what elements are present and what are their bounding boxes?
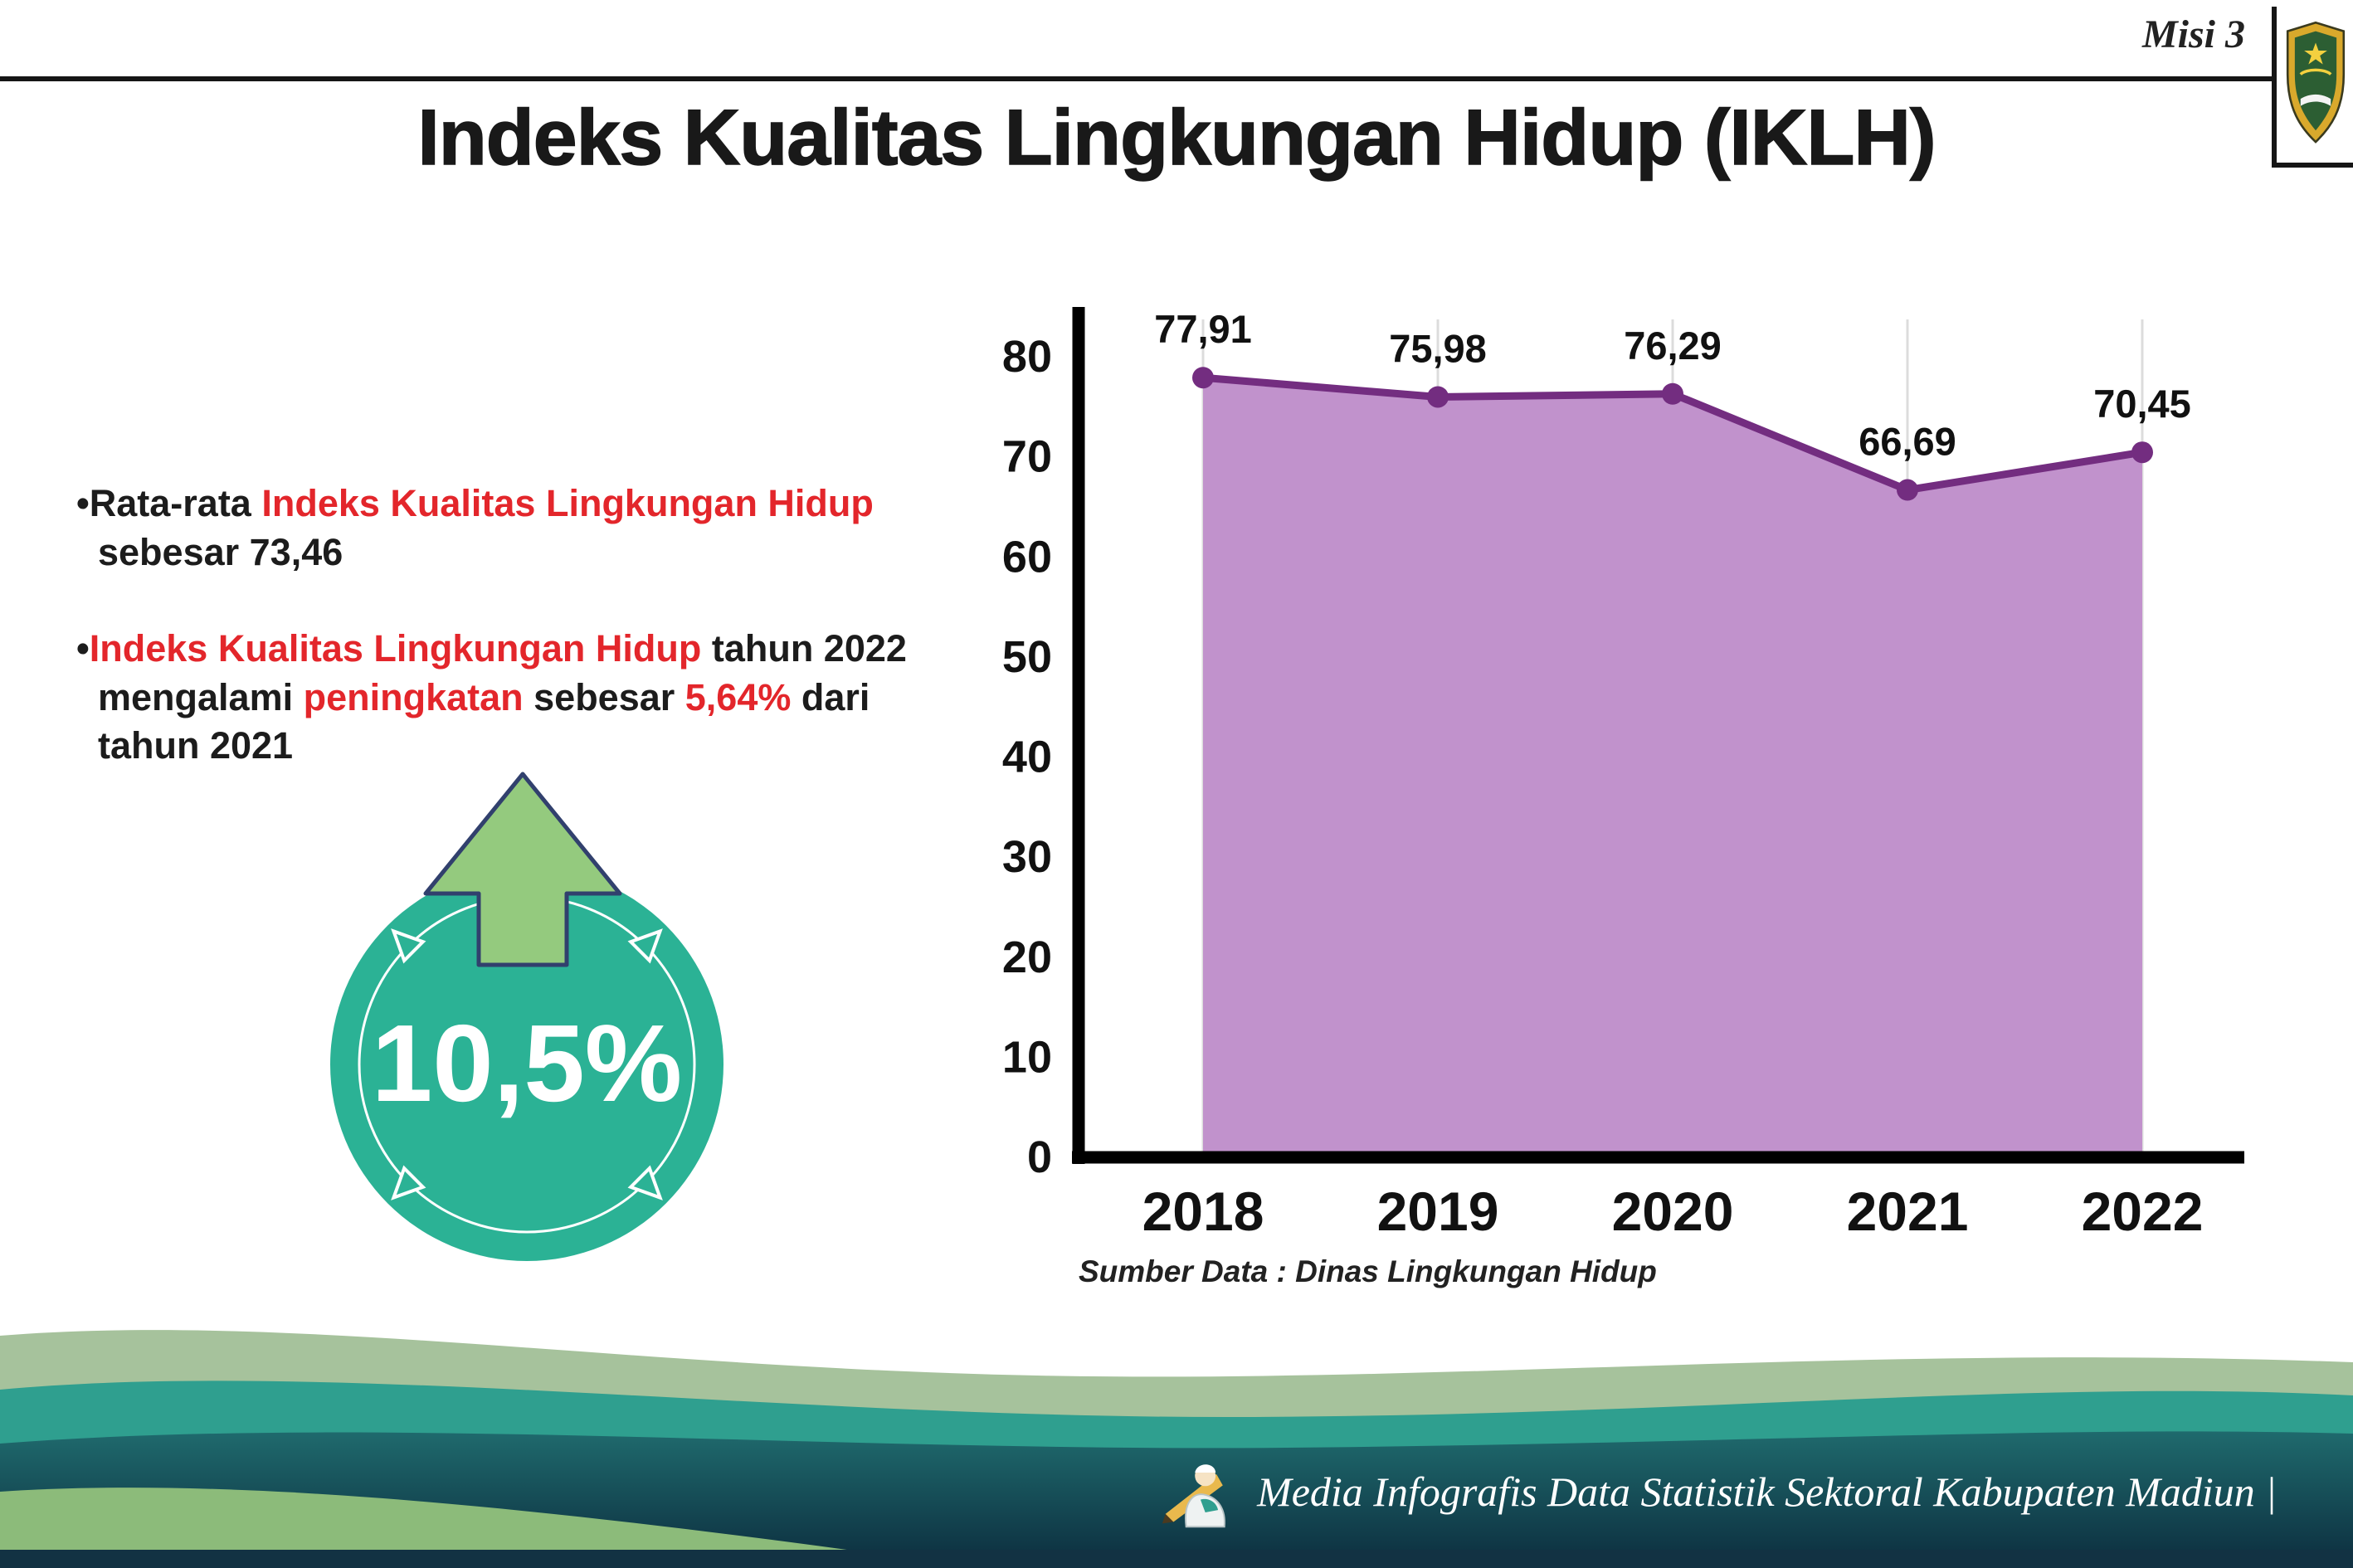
badge-circle	[330, 868, 723, 1261]
logo-bracket-bottom	[2272, 163, 2353, 168]
y-tick-label: 0	[1027, 1132, 1052, 1182]
y-tick-label: 30	[1002, 832, 1052, 882]
badge-value: 10,5%	[372, 1002, 682, 1124]
y-tick-label: 80	[1002, 332, 1052, 382]
point-label: 76,29	[1624, 324, 1722, 368]
credit-text: Media Infografis Data Statistik Sektoral…	[1257, 1468, 2277, 1515]
x-tick-label: 2021	[1847, 1181, 1969, 1242]
kabupaten-madiun-logo-icon	[2286, 21, 2346, 144]
text-segment: Rata-rata	[89, 482, 262, 524]
data-point	[1427, 386, 1449, 408]
badge-ring-arrowheads	[391, 928, 663, 1200]
x-tick-label: 2022	[2082, 1181, 2204, 1242]
text-segment: dari tahun 2021	[98, 675, 870, 767]
y-tick-label: 10	[1002, 1032, 1052, 1082]
bullet-increase: •Indeks Kualitas Lingkungan Hidup tahun …	[76, 625, 939, 771]
point-label: 70,45	[2093, 382, 2191, 426]
y-tick-label: 20	[1002, 933, 1052, 982]
bullet-marker: •	[76, 627, 90, 670]
x-tick-label: 2020	[1612, 1181, 1734, 1242]
point-label: 66,69	[1859, 420, 1956, 464]
logo-star	[2304, 42, 2327, 65]
bullet-average: •Rata-rata Indeks Kualitas Lingkungan Hi…	[76, 480, 939, 577]
mascot-scarf	[1200, 1498, 1219, 1512]
logo-bracket-vertical	[2272, 7, 2277, 168]
mascot-cap	[1195, 1464, 1216, 1473]
wave-bottom-strip	[0, 1550, 2353, 1568]
ring-arrowhead-ne-icon	[627, 928, 663, 964]
point-label: 75,98	[1389, 326, 1487, 370]
logo-band	[2300, 94, 2331, 106]
highlight-segment: Indeks Kualitas Lingkungan Hidup	[89, 627, 702, 670]
text-segment: tahun 2022 mengalami	[98, 627, 907, 718]
wave-green-swoosh	[0, 1488, 979, 1568]
source-note: Sumber Data : Dinas Lingkungan Hidup	[1079, 1254, 1657, 1288]
bullet-marker: •	[76, 482, 90, 524]
y-tick-label: 50	[1002, 632, 1052, 682]
y-tick-label: 60	[1002, 532, 1052, 582]
text-segment: sebesar	[523, 675, 685, 718]
header-rule	[0, 76, 2273, 81]
ring-arrowhead-se-icon	[627, 1165, 663, 1200]
y-tick-label: 40	[1002, 733, 1052, 782]
page-title: Indeks Kualitas Lingkungan Hidup (IKLH)	[417, 93, 1937, 183]
up-arrow-icon	[423, 772, 622, 967]
ring-arrowhead-nw-icon	[391, 928, 426, 964]
highlight-segment: 5,64%	[684, 675, 792, 718]
data-point	[1192, 367, 1214, 389]
footer-credit: Media Infografis Data Statistik Sektoral…	[1159, 1452, 2277, 1531]
x-tick-label: 2018	[1142, 1181, 1264, 1242]
misi-label: Misi 3	[2141, 12, 2245, 56]
x-tick-label: 2019	[1377, 1181, 1499, 1242]
ring-arrowhead-sw-icon	[391, 1165, 426, 1200]
data-point	[1897, 479, 1918, 501]
logo-shield-inner	[2294, 31, 2337, 131]
point-label: 77,91	[1154, 307, 1252, 351]
area-fill	[1203, 377, 2142, 1157]
iklh-area-chart: 77,91 75,98 76,29 66,69 70,45 0 10 20 30 40 50 60 70…	[1002, 307, 2244, 1242]
footer-waves	[0, 1330, 2353, 1568]
summary-bullets: •Rata-rata Indeks Kualitas Lingkungan Hi…	[76, 480, 939, 819]
logo-arc	[2299, 68, 2332, 76]
increase-badge: 10,5%	[330, 772, 723, 1261]
highlight-segment: Indeks Kualitas Lingkungan Hidup	[261, 482, 874, 524]
pencil-tip	[1162, 1513, 1174, 1524]
data-point	[1662, 382, 1683, 405]
y-tick-label: 70	[1002, 432, 1052, 482]
data-point	[2131, 441, 2153, 464]
text-segment: sebesar 73,46	[98, 530, 343, 573]
highlight-segment: peningkatan	[303, 675, 524, 718]
mascot-icon	[1162, 1464, 1225, 1528]
